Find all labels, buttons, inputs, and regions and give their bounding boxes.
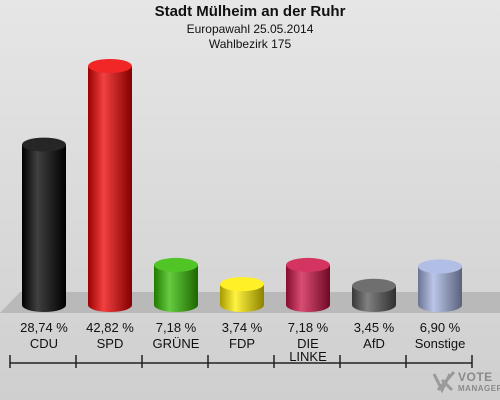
value-label: 42,82 % [86,320,134,335]
category-label: GRÜNE [153,336,200,351]
category-label: SPD [97,336,124,351]
watermark-vote: VOTE [458,370,493,384]
bar-top [88,59,132,73]
bar-cdu [22,137,66,312]
bar-spd [88,59,132,312]
bar-top [418,259,462,274]
bar-top [22,137,66,152]
bar-body [22,144,66,312]
bar-top [352,278,396,293]
bar-body [88,66,132,312]
value-label: 28,74 % [20,320,68,335]
bar-die-linke [286,257,330,312]
chart-subtitle: Europawahl 25.05.2014 [186,22,314,36]
bar-afd [352,278,396,312]
bar-body [418,266,462,312]
category-label: LINKE [289,349,327,364]
votemanager-logo-icon [432,371,456,394]
watermark-manager: MANAGER [458,384,500,393]
district-label: Wahlbezirk 175 [208,37,292,51]
bar-top [286,257,330,272]
bar-body [352,285,396,312]
category-label: AfD [363,336,385,351]
value-label: 3,74 % [222,320,263,335]
category-label: FDP [229,336,255,351]
bar-grüne [154,257,198,312]
value-label: 6,90 % [420,320,461,335]
bar-body [220,284,264,312]
bar-fdp [220,277,264,312]
bar-body [286,264,330,312]
bar-body [154,264,198,312]
category-label: DIE [297,336,319,351]
value-label: 7,18 % [156,320,197,335]
bar-top [154,257,198,272]
category-label: CDU [30,336,58,351]
value-label: 7,18 % [288,320,329,335]
chart-title: Stadt Mülheim an der Ruhr [154,3,346,20]
bar-sonstige [418,259,462,312]
category-label: Sonstige [415,336,466,351]
bar-top [220,277,264,292]
value-label: 3,45 % [354,320,395,335]
